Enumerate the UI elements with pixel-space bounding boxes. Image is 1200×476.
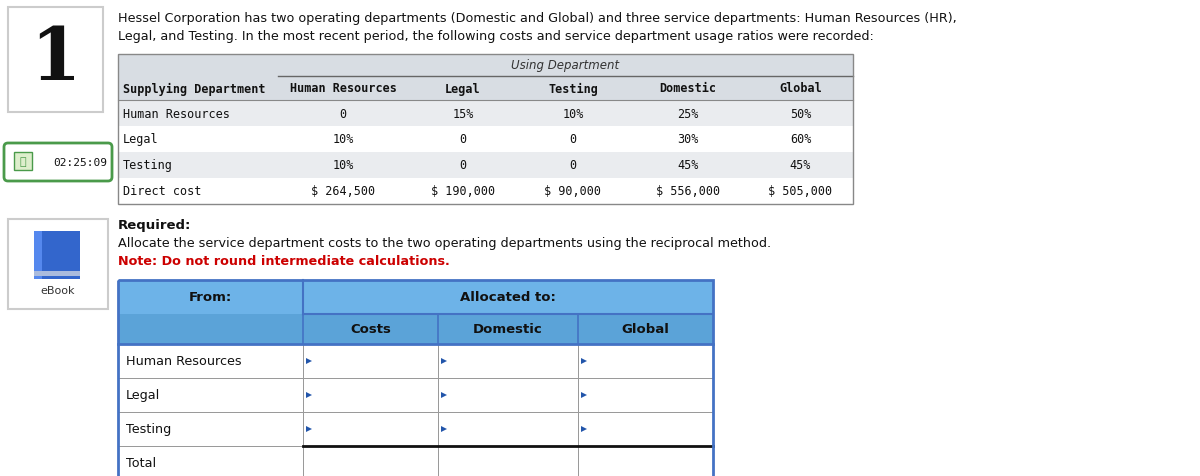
Bar (34, 271, 80, 277)
Text: 45%: 45% (790, 159, 811, 172)
Bar (118, 101, 853, 127)
Bar (302, 378, 438, 412)
Bar (118, 178, 853, 205)
Text: 10%: 10% (563, 107, 583, 120)
Bar (438, 446, 578, 476)
Text: Allocated to:: Allocated to: (460, 291, 556, 304)
Text: 02:25:09: 02:25:09 (53, 158, 107, 168)
Bar (302, 446, 438, 476)
Polygon shape (306, 392, 312, 398)
Text: 50%: 50% (790, 107, 811, 120)
Bar (8, 219, 108, 309)
Bar (118, 280, 713, 476)
Bar (438, 314, 578, 344)
Polygon shape (442, 392, 446, 398)
Polygon shape (306, 426, 312, 432)
Text: Direct cost: Direct cost (124, 185, 202, 198)
Bar (118, 280, 302, 314)
Bar (302, 280, 713, 314)
Bar (578, 344, 713, 378)
Bar (578, 378, 713, 412)
Bar (302, 344, 438, 378)
Text: 0: 0 (340, 107, 347, 120)
Text: Human Resources: Human Resources (126, 355, 241, 368)
Bar (438, 412, 578, 446)
Text: 0: 0 (460, 159, 467, 172)
Text: 30%: 30% (677, 133, 698, 146)
Text: Using Department: Using Department (511, 60, 619, 72)
Text: Legal: Legal (126, 389, 161, 402)
Text: Testing: Testing (126, 423, 172, 436)
Text: 10%: 10% (332, 159, 354, 172)
FancyBboxPatch shape (4, 144, 112, 182)
Bar (118, 378, 302, 412)
Text: Legal: Legal (124, 133, 158, 146)
Text: $ 90,000: $ 90,000 (545, 185, 601, 198)
Bar (34, 231, 80, 279)
Text: Legal: Legal (445, 82, 481, 95)
Text: Costs: Costs (350, 323, 391, 336)
Bar (14, 153, 32, 170)
Bar (118, 127, 853, 153)
Bar (302, 412, 438, 446)
Bar (578, 314, 713, 344)
Text: 0: 0 (570, 133, 576, 146)
Bar (578, 412, 713, 446)
Text: Domestic: Domestic (660, 82, 716, 95)
Bar (578, 446, 713, 476)
Bar (34, 231, 42, 279)
Bar (438, 378, 578, 412)
Bar (302, 314, 438, 344)
Text: Total: Total (126, 456, 156, 469)
Text: 15%: 15% (452, 107, 474, 120)
Text: 60%: 60% (790, 133, 811, 146)
Text: Human Resources: Human Resources (124, 107, 230, 120)
Text: Human Resources: Human Resources (289, 82, 396, 95)
Bar (118, 153, 853, 178)
Bar (118, 314, 302, 344)
Text: eBook: eBook (41, 286, 76, 296)
Text: Global: Global (622, 323, 670, 336)
Bar (8, 8, 103, 113)
Text: Legal, and Testing. In the most recent period, the following costs and service d: Legal, and Testing. In the most recent p… (118, 30, 874, 43)
Text: 10%: 10% (332, 133, 354, 146)
Text: Testing: Testing (124, 159, 173, 172)
Text: $ 505,000: $ 505,000 (768, 185, 833, 198)
Text: 45%: 45% (677, 159, 698, 172)
Text: ⌛: ⌛ (19, 157, 26, 167)
Bar (118, 412, 302, 446)
Polygon shape (442, 358, 446, 364)
Bar (438, 344, 578, 378)
Polygon shape (581, 358, 587, 364)
Text: 0: 0 (570, 159, 576, 172)
Polygon shape (581, 392, 587, 398)
Bar (118, 446, 302, 476)
Text: 25%: 25% (677, 107, 698, 120)
Text: Note: Do not round intermediate calculations.: Note: Do not round intermediate calculat… (118, 255, 450, 268)
Text: Required:: Required: (118, 218, 191, 231)
Text: Supplying Department: Supplying Department (124, 82, 265, 95)
Text: $ 556,000: $ 556,000 (656, 185, 720, 198)
Polygon shape (581, 426, 587, 432)
Bar (118, 55, 853, 205)
Text: $ 264,500: $ 264,500 (311, 185, 376, 198)
Bar (118, 344, 302, 378)
Polygon shape (442, 426, 446, 432)
Text: 1: 1 (30, 24, 80, 95)
Bar (118, 55, 853, 101)
Text: Allocate the service department costs to the two operating departments using the: Allocate the service department costs to… (118, 237, 772, 249)
Text: Domestic: Domestic (473, 323, 542, 336)
Text: Global: Global (779, 82, 822, 95)
Text: From:: From: (188, 291, 232, 304)
Text: 0: 0 (460, 133, 467, 146)
Text: Testing: Testing (548, 82, 598, 95)
Text: $ 190,000: $ 190,000 (431, 185, 496, 198)
Text: Hessel Corporation has two operating departments (Domestic and Global) and three: Hessel Corporation has two operating dep… (118, 12, 956, 25)
Polygon shape (306, 358, 312, 364)
